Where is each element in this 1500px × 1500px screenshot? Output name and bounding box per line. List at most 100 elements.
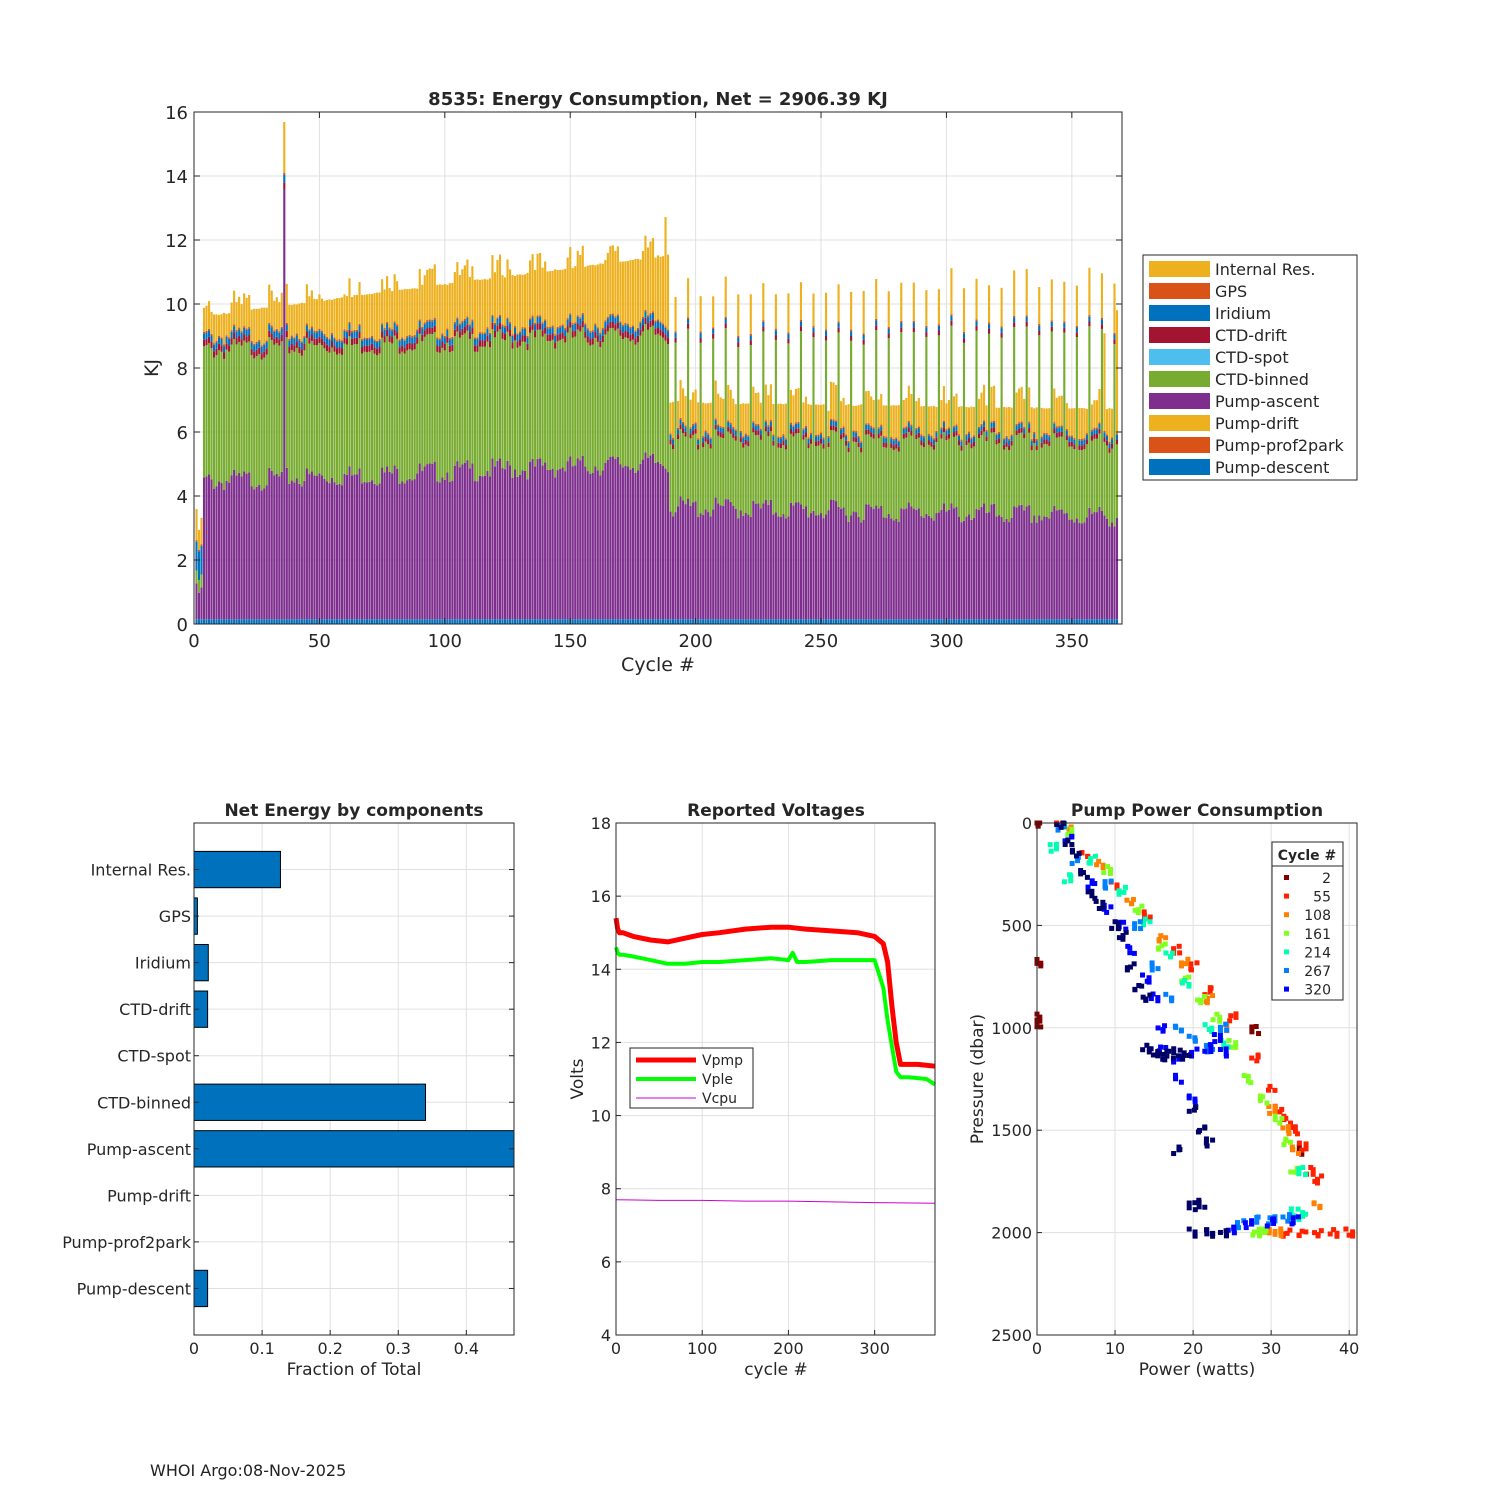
energy-bar-segment [789, 389, 792, 423]
energy-bar-segment [739, 403, 742, 431]
pump-power-point [1155, 1025, 1161, 1031]
energy-bar-segment [927, 435, 930, 441]
energy-bar-segment [328, 619, 331, 624]
energy-bar-segment [661, 337, 665, 466]
energy-bar-segment [777, 437, 780, 443]
energy-bar-segment [842, 426, 845, 428]
energy-bar-segment [912, 320, 915, 323]
energy-bar-segment [676, 429, 680, 435]
energy-bar-segment [581, 312, 584, 315]
energy-bar-segment [669, 433, 672, 435]
pump-power-point [1223, 1046, 1229, 1052]
energy-bar-segment [1078, 445, 1081, 450]
energy-bar-segment [787, 338, 790, 344]
pump-power-point [1047, 842, 1053, 848]
energy-bar-segment [283, 619, 286, 624]
energy-bar-segment [857, 442, 860, 448]
energy-bar-segment [814, 404, 818, 435]
energy-bar-segment [729, 424, 732, 430]
energy-bar-segment [714, 419, 717, 425]
pump-power-point [1054, 822, 1060, 828]
energy-bar-segment [990, 386, 993, 422]
energy-bar-segment [1060, 425, 1063, 428]
energy-bar-segment [604, 259, 607, 321]
energy-bar-segment [998, 619, 1001, 624]
energy-bar-segment [935, 406, 938, 431]
energy-bar-segment [872, 400, 875, 428]
energy-bar-segment [880, 393, 883, 425]
energy-bar-segment [892, 445, 895, 450]
energy-bar-segment [258, 339, 261, 342]
energy-bar-segment [729, 619, 732, 624]
energy-bar-segment [285, 322, 288, 325]
energy-bar-segment [599, 475, 602, 620]
energy-bar-segment [1113, 619, 1116, 624]
pump-power-point [1231, 1226, 1237, 1232]
energy-bar-segment [378, 347, 381, 354]
energy-bar-segment [1033, 438, 1036, 444]
energy-bar-segment [905, 426, 908, 429]
energy-bar-segment [268, 337, 271, 468]
energy-bar-segment [503, 619, 507, 624]
energy-bar-segment [202, 339, 206, 347]
energy-bar-segment [205, 330, 208, 333]
energy-bar-segment [732, 619, 735, 624]
energy-bar-segment [1090, 404, 1093, 430]
energy-bar-segment [717, 425, 720, 431]
energy-bar-segment [606, 459, 609, 620]
energy-bar-segment [215, 340, 218, 343]
energy-bar-segment [576, 250, 579, 316]
pump-power-point [1038, 1024, 1044, 1030]
energy-bar-segment [965, 516, 968, 620]
energy-bar-segment [712, 338, 715, 510]
energy-bar-segment [581, 327, 584, 456]
energy-bar-segment [513, 327, 517, 335]
energy-bar-segment [511, 619, 514, 624]
pump-power-legend-label: 108 [1304, 908, 1331, 924]
energy-bar-segment [1048, 619, 1051, 624]
energy-bar-segment [1108, 441, 1111, 444]
energy-bar-segment [917, 397, 920, 427]
energy-bar-segment [280, 619, 283, 624]
energy-bar-segment [290, 335, 293, 338]
energy-bar-segment [243, 471, 246, 620]
energy-legend-label: Pump-descent [1215, 458, 1329, 477]
components-category-label: CTD-binned [97, 1093, 191, 1112]
energy-bar-segment [682, 421, 685, 424]
pump-power-point [1285, 1128, 1291, 1134]
energy-bar-segment [799, 326, 803, 332]
energy-bar-segment [1115, 619, 1119, 624]
pump-power-point [1094, 862, 1100, 868]
energy-bar-segment [982, 384, 986, 421]
energy-bar-segment [386, 329, 389, 337]
pump-power-point [1211, 1032, 1217, 1038]
energy-bar-segment [937, 289, 940, 325]
voltages-ytick-label: 18 [591, 814, 611, 833]
energy-bar-segment [915, 427, 918, 430]
energy-bar-segment [945, 429, 948, 431]
energy-bar-segment [977, 426, 981, 429]
energy-bar-segment [619, 464, 622, 620]
energy-bar-segment [371, 337, 374, 344]
energy-bar-segment [275, 330, 278, 337]
pump-power-point [1100, 899, 1106, 905]
energy-bar-segment [1080, 438, 1083, 441]
energy-bar-segment [842, 427, 845, 433]
energy-bar-segment [845, 515, 848, 620]
energy-bar-segment [1085, 517, 1088, 620]
energy-bar-segment [1018, 619, 1021, 624]
energy-bar-segment [200, 517, 203, 545]
energy-bar-segment [531, 254, 534, 316]
pump-power-point [1296, 1144, 1302, 1150]
energy-bar-segment [298, 353, 301, 484]
energy-bar-segment [737, 294, 740, 336]
energy-bar-segment [887, 338, 890, 514]
components-bar [193, 1083, 426, 1121]
energy-bar-segment [511, 275, 514, 335]
energy-bar-segment [747, 619, 750, 624]
energy-bar-segment [649, 241, 652, 313]
energy-bar-segment [358, 619, 361, 624]
energy-bar-segment [679, 419, 682, 425]
energy-bar-segment [486, 341, 489, 471]
